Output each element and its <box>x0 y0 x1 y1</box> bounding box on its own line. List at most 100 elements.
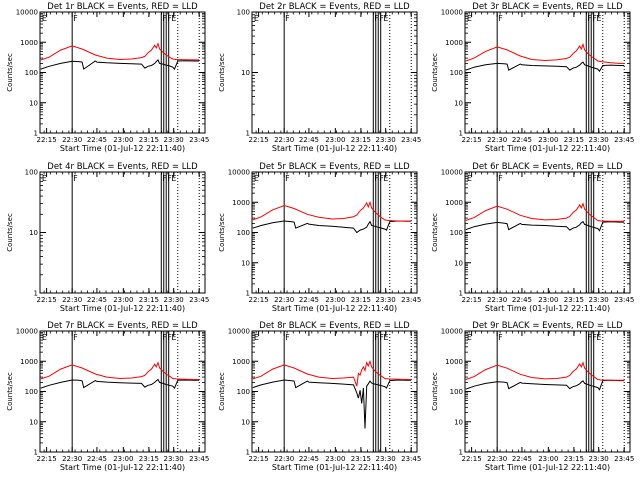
y-tick-label: 1000 <box>445 199 463 207</box>
x-tick-label: 22:30 <box>274 455 294 463</box>
x-axis-label: Start Time (01-Jul-12 22:11:40) <box>272 463 397 472</box>
x-tick-label: 22:15 <box>249 296 269 304</box>
flag-letter: E <box>42 333 47 342</box>
flag-letter: E <box>596 174 601 183</box>
lld-rate-line <box>252 200 412 222</box>
plot-frame <box>251 330 418 453</box>
detector-panel-6: Det 6r BLACK = Events, RED = LLD 1 10 100 10… <box>431 162 634 313</box>
y-tick-label: 10000 <box>441 169 463 177</box>
flag-letter: E <box>254 14 259 23</box>
y-tick-label: 10 <box>241 69 250 77</box>
x-tick-label: 23:00 <box>325 296 345 304</box>
x-tick-label: 23:45 <box>189 136 209 144</box>
x-tick-label: 23:00 <box>538 136 558 144</box>
plot-frame <box>39 330 206 453</box>
y-tick-label: 1 <box>459 449 463 457</box>
flag-letter: F <box>285 174 290 183</box>
x-tick-label: 22:45 <box>87 455 107 463</box>
y-tick-label: 10 <box>241 418 250 426</box>
detector-panel-7: Det 7r BLACK = Events, RED = LLD 1 10 100 10… <box>6 321 209 472</box>
y-tick-label: 100 <box>237 229 250 237</box>
flag-letter: F <box>592 14 597 23</box>
x-tick-label: 23:30 <box>164 296 184 304</box>
y-tick-label: 1 <box>246 449 250 457</box>
y-axis-label: Counts/sec <box>6 372 14 411</box>
y-tick-label: 1000 <box>232 199 250 207</box>
flag-letter: F <box>587 14 592 23</box>
x-tick-label: 22:15 <box>462 455 482 463</box>
x-tick-label: 23:15 <box>564 296 584 304</box>
x-tick-label: 23:45 <box>614 455 634 463</box>
x-axis-label: Start Time (01-Jul-12 22:11:40) <box>272 304 397 313</box>
x-tick-label: 22:45 <box>512 455 532 463</box>
flag-letter: E <box>171 333 176 342</box>
flag-letter: E <box>383 14 388 23</box>
x-tick-label: 23:30 <box>589 296 609 304</box>
x-tick-label: 22:15 <box>462 136 482 144</box>
x-tick-label: 22:30 <box>487 136 507 144</box>
events-rate-line <box>252 220 412 234</box>
x-tick-label: 23:45 <box>189 455 209 463</box>
flag-letter: F <box>285 14 290 23</box>
x-tick-label: 22:45 <box>87 136 107 144</box>
plot-frame <box>464 330 631 453</box>
y-tick-label: 1000 <box>445 358 463 366</box>
x-tick-label: 23:00 <box>325 136 345 144</box>
flag-letter: F <box>285 333 290 342</box>
flag-letter: E <box>42 174 47 183</box>
panel-title: Det 5r BLACK = Events, RED = LLD <box>259 162 410 172</box>
panel-title: Det 7r BLACK = Events, RED = LLD <box>47 321 198 331</box>
flag-letter: F <box>379 174 384 183</box>
x-tick-label: 23:15 <box>351 455 371 463</box>
x-tick-label: 22:45 <box>512 136 532 144</box>
events-rate-line <box>40 59 200 71</box>
y-tick-label: 100 <box>25 69 38 77</box>
flag-letter: F <box>374 333 379 342</box>
x-tick-label: 23:15 <box>564 455 584 463</box>
flag-letter: F <box>162 14 167 23</box>
x-tick-label: 22:15 <box>37 296 57 304</box>
y-axis-label: Counts/sec <box>431 372 439 411</box>
flag-letter: E <box>596 14 601 23</box>
y-tick-label: 100 <box>237 9 250 17</box>
x-tick-label: 22:30 <box>274 136 294 144</box>
x-axis-label: Start Time (01-Jul-12 22:11:40) <box>485 304 610 313</box>
flag-letter: E <box>254 174 259 183</box>
lld-rate-line <box>465 202 625 222</box>
y-tick-label: 1 <box>459 130 463 138</box>
events-rate-line <box>252 379 412 429</box>
lld-rate-line <box>40 42 200 61</box>
events-rate-line <box>465 61 625 73</box>
x-axis-label: Start Time (01-Jul-12 22:11:40) <box>485 463 610 472</box>
y-tick-label: 10 <box>454 259 463 267</box>
panel-title: Det 3r BLACK = Events, RED = LLD <box>472 2 623 12</box>
detector-panel-2: Det 2r BLACK = Events, RED = LLD 1 10 100 22… <box>218 2 421 153</box>
x-tick-label: 23:30 <box>589 455 609 463</box>
x-axis-label: Start Time (01-Jul-12 22:11:40) <box>272 144 397 153</box>
y-tick-label: 10 <box>29 418 38 426</box>
x-tick-label: 23:45 <box>189 296 209 304</box>
y-tick-label: 10000 <box>228 169 250 177</box>
flag-letter: F <box>374 14 379 23</box>
panel-title: Det 8r BLACK = Events, RED = LLD <box>259 321 410 331</box>
y-axis-label: Counts/sec <box>6 53 14 92</box>
plot-frame <box>251 11 418 134</box>
x-tick-label: 22:30 <box>274 296 294 304</box>
flag-letter: E <box>383 333 388 342</box>
detector-panel-5: Det 5r BLACK = Events, RED = LLD 1 10 100 10… <box>218 162 421 313</box>
lld-rate-line <box>252 359 412 387</box>
y-tick-label: 100 <box>237 388 250 396</box>
plot-frame <box>464 171 631 294</box>
detector-panel-9: Det 9r BLACK = Events, RED = LLD 1 10 100 10… <box>431 321 634 472</box>
x-tick-label: 23:30 <box>376 455 396 463</box>
y-tick-label: 1 <box>34 130 38 138</box>
detector-panel-1: Det 1r BLACK = Events, RED = LLD 1 10 100 10… <box>6 2 209 153</box>
x-tick-label: 23:15 <box>351 136 371 144</box>
flag-letter: F <box>379 333 384 342</box>
x-tick-label: 23:15 <box>351 296 371 304</box>
x-axis-label: Start Time (01-Jul-12 22:11:40) <box>485 144 610 153</box>
flag-letter: F <box>167 174 172 183</box>
detector-panel-8: Det 8r BLACK = Events, RED = LLD 1 10 100 10… <box>218 321 421 472</box>
flag-letter: F <box>498 174 503 183</box>
x-tick-label: 22:15 <box>249 136 269 144</box>
